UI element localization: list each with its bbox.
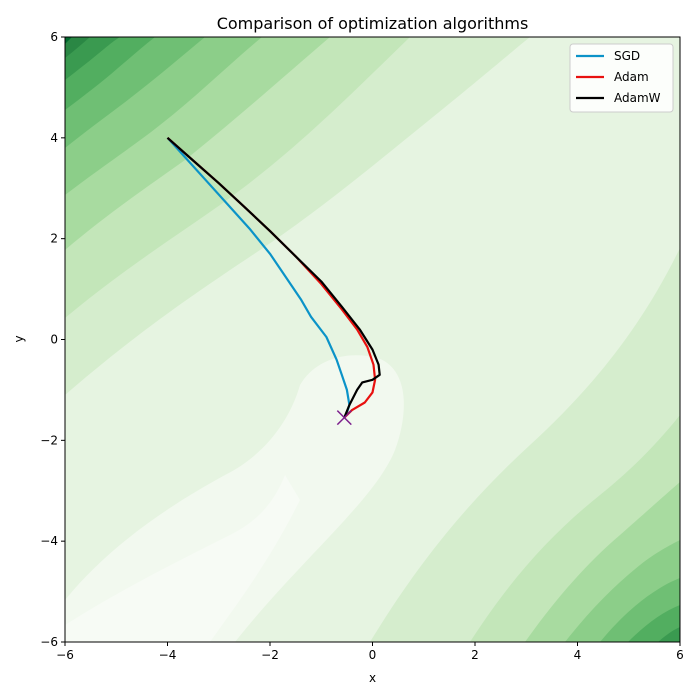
contour-band-ul-9: [65, 37, 72, 44]
minimum-marker-stroke-2: [336, 410, 352, 426]
contour-band-ul-7: [65, 37, 120, 80]
y-tick-label: −6: [40, 635, 58, 649]
contour-band-lr-6: [628, 605, 680, 642]
y-axis-ticks: −6 −4 −2 0 2 4 6: [40, 30, 65, 649]
y-tick-label: 6: [50, 30, 58, 44]
x-tick-label: 4: [574, 648, 582, 662]
x-axis-label: x: [369, 671, 376, 685]
legend-label-adamw: AdamW: [614, 91, 661, 105]
plot-lines: [166, 136, 381, 426]
x-tick-label: −4: [159, 648, 177, 662]
legend: SGD Adam AdamW: [569, 43, 674, 113]
series-line-sgd: [166, 137, 351, 419]
y-tick-label: 2: [50, 232, 58, 246]
contour-valley-inner: [65, 475, 300, 642]
y-tick-label: −2: [40, 433, 58, 447]
y-tick-label: −4: [40, 534, 58, 548]
contour-band-ul-8: [65, 37, 90, 58]
y-tick-label: 4: [50, 131, 58, 145]
contour-background: [65, 37, 680, 642]
x-tick-label: 6: [676, 648, 684, 662]
x-tick-label: 2: [471, 648, 479, 662]
x-tick-label: −6: [56, 648, 74, 662]
contour-valley: [65, 355, 404, 642]
legend-label-sgd: SGD: [614, 49, 640, 63]
y-axis-label: y: [12, 335, 26, 342]
legend-label-adam: Adam: [614, 70, 649, 84]
x-tick-label: 0: [369, 648, 377, 662]
series-line-adamw: [166, 136, 381, 419]
chart-title: Comparison of optimization algorithms: [217, 14, 529, 33]
legend-box: [569, 43, 674, 113]
contour-band-lr-7: [658, 627, 680, 642]
x-axis-ticks: −6 −4 −2 0 2 4 6: [56, 642, 684, 662]
minimum-marker: [336, 410, 352, 426]
y-tick-label: 0: [50, 333, 58, 347]
x-tick-label: −2: [261, 648, 279, 662]
